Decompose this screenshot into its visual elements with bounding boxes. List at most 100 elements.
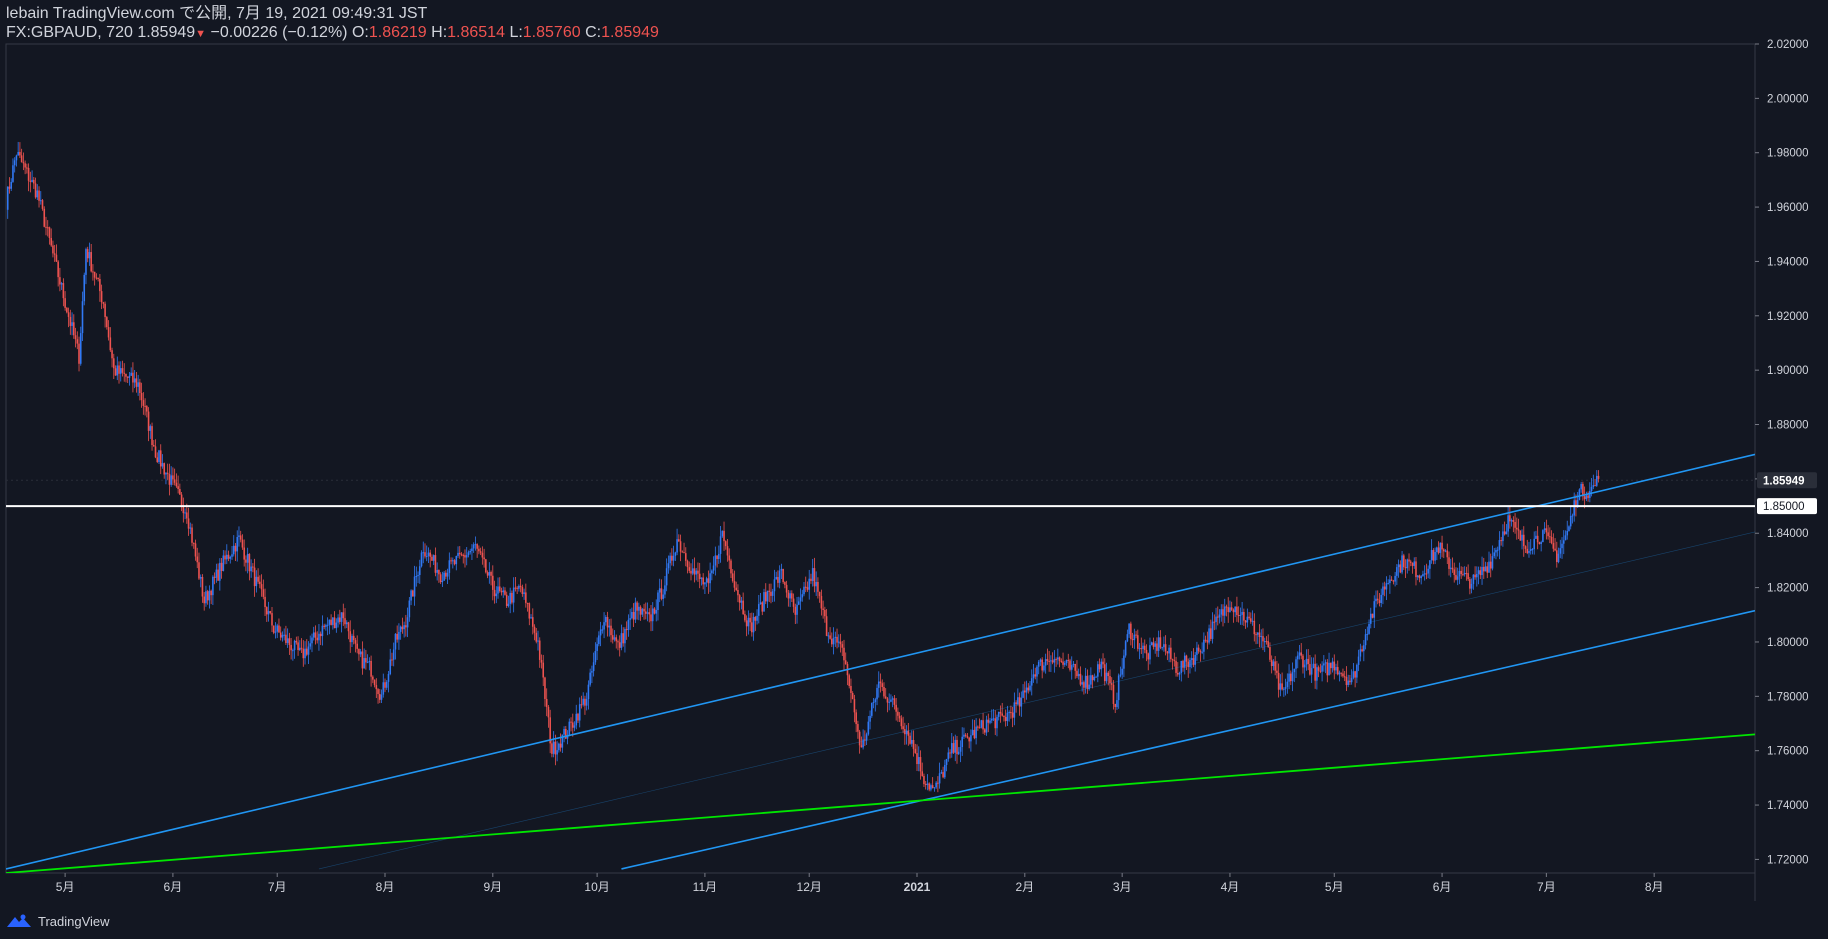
candle-body	[791, 593, 793, 599]
candle-body	[1590, 486, 1593, 491]
candle-body	[907, 730, 910, 736]
candle-body	[716, 555, 718, 559]
candle-body	[1110, 683, 1113, 685]
candle-body	[95, 277, 98, 279]
candle-body	[359, 651, 362, 655]
candle-body	[1135, 634, 1137, 636]
candle-body	[1164, 644, 1167, 652]
candle-body	[234, 545, 237, 552]
candle-body	[989, 720, 991, 723]
candle-body	[917, 757, 920, 765]
candle-body	[326, 624, 329, 626]
candle-body	[114, 368, 117, 376]
x-tick-label: 3月	[1113, 880, 1132, 894]
candle-body	[1300, 652, 1303, 656]
candle-body	[1152, 642, 1155, 647]
candle-body	[1213, 621, 1216, 623]
candle-body	[937, 782, 939, 784]
candle-body	[1479, 570, 1482, 576]
candle-body	[485, 559, 487, 573]
candle-body	[1067, 659, 1070, 661]
candle-body	[521, 587, 524, 594]
candle-body	[1192, 658, 1195, 665]
candle-body	[6, 186, 9, 210]
candle-body	[436, 569, 438, 573]
candle-body	[344, 618, 346, 625]
y-tick-label: 1.80000	[1767, 637, 1809, 649]
candle-body	[1048, 660, 1050, 662]
candle-body	[1051, 660, 1054, 663]
candle-body	[1262, 636, 1264, 642]
candle-body	[968, 737, 970, 742]
symbol-label[interactable]: FX:GBPAUD, 720	[6, 24, 133, 41]
candle-body	[300, 647, 303, 649]
candle-body	[316, 637, 319, 641]
candle-body	[1474, 574, 1476, 578]
candle-body	[330, 619, 332, 625]
candle-body	[441, 580, 444, 583]
candle-body	[281, 634, 284, 638]
candle-body	[231, 554, 233, 557]
candle-body	[34, 183, 37, 198]
candle-body	[1194, 654, 1196, 665]
candle-body	[186, 512, 188, 519]
candle-body	[504, 590, 506, 595]
candle-body	[505, 594, 508, 606]
candle-body	[733, 581, 736, 588]
candle-body	[1270, 659, 1273, 667]
candle-body	[665, 568, 668, 586]
candle-body	[352, 635, 355, 641]
candle-body	[997, 711, 1000, 717]
candle-body	[596, 644, 598, 652]
candle-body	[201, 577, 204, 597]
candle-body	[259, 581, 261, 585]
candle-body	[648, 612, 651, 615]
candle-body	[1448, 557, 1450, 569]
candle-body	[1107, 672, 1110, 677]
candle-body	[978, 727, 981, 729]
candle-body	[1347, 680, 1349, 685]
candle-body	[728, 555, 731, 561]
x-tick-label: 2021	[904, 880, 931, 894]
candle-body	[585, 699, 588, 706]
candle-body	[1290, 673, 1292, 682]
candle-body	[474, 544, 477, 546]
x-tick-label: 10月	[584, 880, 609, 894]
candle-body	[205, 591, 207, 604]
candle-body	[267, 611, 270, 615]
candle-body	[1509, 515, 1511, 522]
y-tick-label: 1.82000	[1767, 583, 1809, 595]
candle-body	[1354, 671, 1356, 678]
candle-body	[1470, 583, 1473, 589]
candle-body	[890, 699, 892, 702]
candle-body	[1166, 651, 1169, 654]
candle-body	[770, 591, 772, 596]
candle-body	[832, 637, 835, 645]
candle-body	[1206, 640, 1209, 643]
candle-body	[33, 179, 35, 184]
candle-body	[1526, 548, 1529, 554]
candle-body	[1295, 659, 1297, 669]
candle-body	[1030, 678, 1033, 686]
candle-body	[1458, 570, 1461, 577]
candle-body	[123, 372, 126, 374]
candle-body	[1430, 550, 1433, 561]
candle-body	[192, 542, 195, 544]
footer-brand[interactable]: TradingView	[6, 912, 110, 930]
x-tick-label: 7月	[268, 880, 287, 894]
candle-body	[257, 576, 259, 582]
candle-body	[1460, 570, 1462, 575]
candle-body	[787, 592, 790, 599]
candle-body	[133, 378, 136, 383]
candle-body	[1382, 586, 1384, 595]
candle-body	[544, 677, 546, 699]
candle-body	[1060, 660, 1063, 662]
candle-body	[730, 560, 732, 574]
candle-body	[368, 660, 371, 663]
candle-body	[1488, 561, 1490, 573]
candle-body	[304, 648, 306, 659]
candle-body	[1190, 658, 1193, 660]
candle-body	[1573, 500, 1575, 516]
candle-body	[723, 530, 725, 542]
